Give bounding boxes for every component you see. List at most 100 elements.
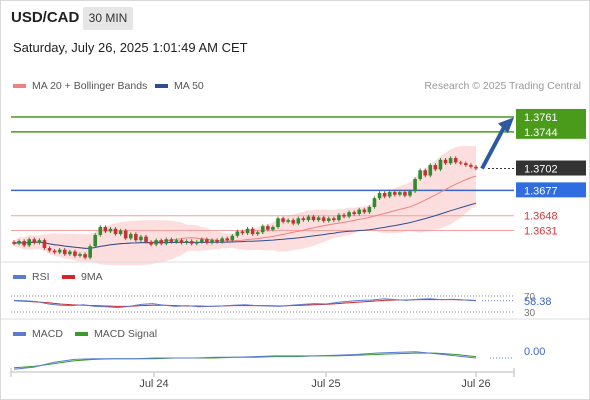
candle <box>408 191 412 196</box>
level-label-0: 1.3761 <box>524 112 558 124</box>
candle <box>215 240 219 242</box>
candle <box>377 192 382 199</box>
candle <box>78 254 82 256</box>
candle <box>12 241 16 244</box>
legend-rsi-ma: 9MA <box>62 271 103 283</box>
candle <box>169 239 174 242</box>
macd-swatch <box>13 332 26 336</box>
candle <box>342 214 346 217</box>
candle <box>164 239 169 244</box>
legend-macd-signal: MACD Signal <box>75 328 157 340</box>
candle <box>362 209 367 213</box>
level-label-2: 1.3677 <box>524 185 558 197</box>
target-arrow-shaft <box>480 126 506 170</box>
level-tag-0 <box>516 108 586 124</box>
timeframe-button[interactable]: 30 MIN <box>83 7 133 30</box>
legend-ma50: MA 50 <box>155 80 204 92</box>
candle <box>296 218 301 224</box>
candle <box>448 158 453 164</box>
rsi-ma-swatch <box>62 275 75 279</box>
rsi-line <box>13 298 477 309</box>
legend-macd-label: MACD <box>32 328 63 340</box>
x-tick-label-2: Jul 26 <box>461 378 490 390</box>
candle <box>118 230 123 235</box>
ma20-swatch <box>13 84 26 88</box>
legend-rsi-label: RSI <box>32 271 50 283</box>
candle <box>291 220 296 224</box>
legend-ma50-label: MA 50 <box>174 80 204 92</box>
candle <box>73 251 77 256</box>
ma50-swatch <box>155 84 168 88</box>
candle <box>438 159 443 170</box>
candle <box>139 236 143 241</box>
rsi-last-label: 58.38 <box>524 296 552 308</box>
candle <box>266 226 270 230</box>
credit-label: Research © 2025 Trading Central <box>424 80 581 92</box>
legend-macd-signal-label: MACD Signal <box>94 328 158 340</box>
candle <box>22 241 26 246</box>
candle <box>387 192 392 197</box>
candle <box>301 218 306 221</box>
macd-last-label: 0.00 <box>524 346 545 358</box>
candle <box>413 179 417 192</box>
level-label-4: 1.3631 <box>524 226 558 238</box>
candle <box>392 192 397 195</box>
candle <box>42 240 47 249</box>
candle <box>443 159 448 164</box>
rsi-level-label-0: 70 <box>524 292 536 303</box>
candle <box>428 165 433 176</box>
candle <box>250 228 255 235</box>
candle <box>62 249 67 255</box>
candle <box>403 192 407 196</box>
macd-signal-line <box>13 352 477 369</box>
datetime-label: Saturday, July 26, 2025 1:01:49 AM CET <box>13 40 248 55</box>
candle <box>189 241 194 244</box>
level-tag-1 <box>516 123 586 139</box>
candle <box>367 206 372 213</box>
candle <box>458 162 463 164</box>
candle <box>159 240 164 244</box>
last-price-label: 1.3702 <box>524 164 558 176</box>
candle <box>255 232 260 235</box>
candle <box>27 239 32 246</box>
candle <box>52 250 57 253</box>
candle <box>184 241 189 243</box>
macd-line <box>13 351 477 370</box>
candle <box>306 216 311 221</box>
candle <box>469 165 473 167</box>
legend-macd: MACD <box>13 328 63 340</box>
candle <box>332 218 336 221</box>
candle <box>134 234 138 241</box>
level-label-1: 1.3744 <box>524 127 558 139</box>
candle <box>271 227 275 230</box>
x-tick-label-0: Jul 24 <box>139 378 168 390</box>
candle <box>286 220 290 222</box>
bollinger-band <box>14 145 476 266</box>
candle <box>225 238 230 241</box>
candle <box>316 217 321 221</box>
candle <box>57 249 62 253</box>
candle <box>235 231 240 236</box>
candle <box>240 231 245 234</box>
candle <box>276 218 280 228</box>
candle <box>372 198 377 207</box>
x-tick-label-1: Jul 25 <box>311 378 340 390</box>
candle <box>382 192 387 197</box>
legend-rsi-ma-label: 9MA <box>81 271 103 283</box>
candle <box>200 239 204 242</box>
target-arrow-head <box>498 117 514 134</box>
candle <box>357 209 362 214</box>
candle <box>83 254 87 258</box>
candle <box>347 212 351 217</box>
candle <box>321 217 326 221</box>
candle <box>179 240 184 243</box>
legend-ma20-label: MA 20 + Bollinger Bands <box>32 80 148 92</box>
candle <box>93 234 98 247</box>
legend-rsi: RSI <box>13 271 50 283</box>
rsi-swatch <box>13 275 26 279</box>
macd-signal-swatch <box>75 332 88 336</box>
candle <box>103 227 108 232</box>
candle <box>113 228 118 235</box>
candle <box>352 212 356 214</box>
